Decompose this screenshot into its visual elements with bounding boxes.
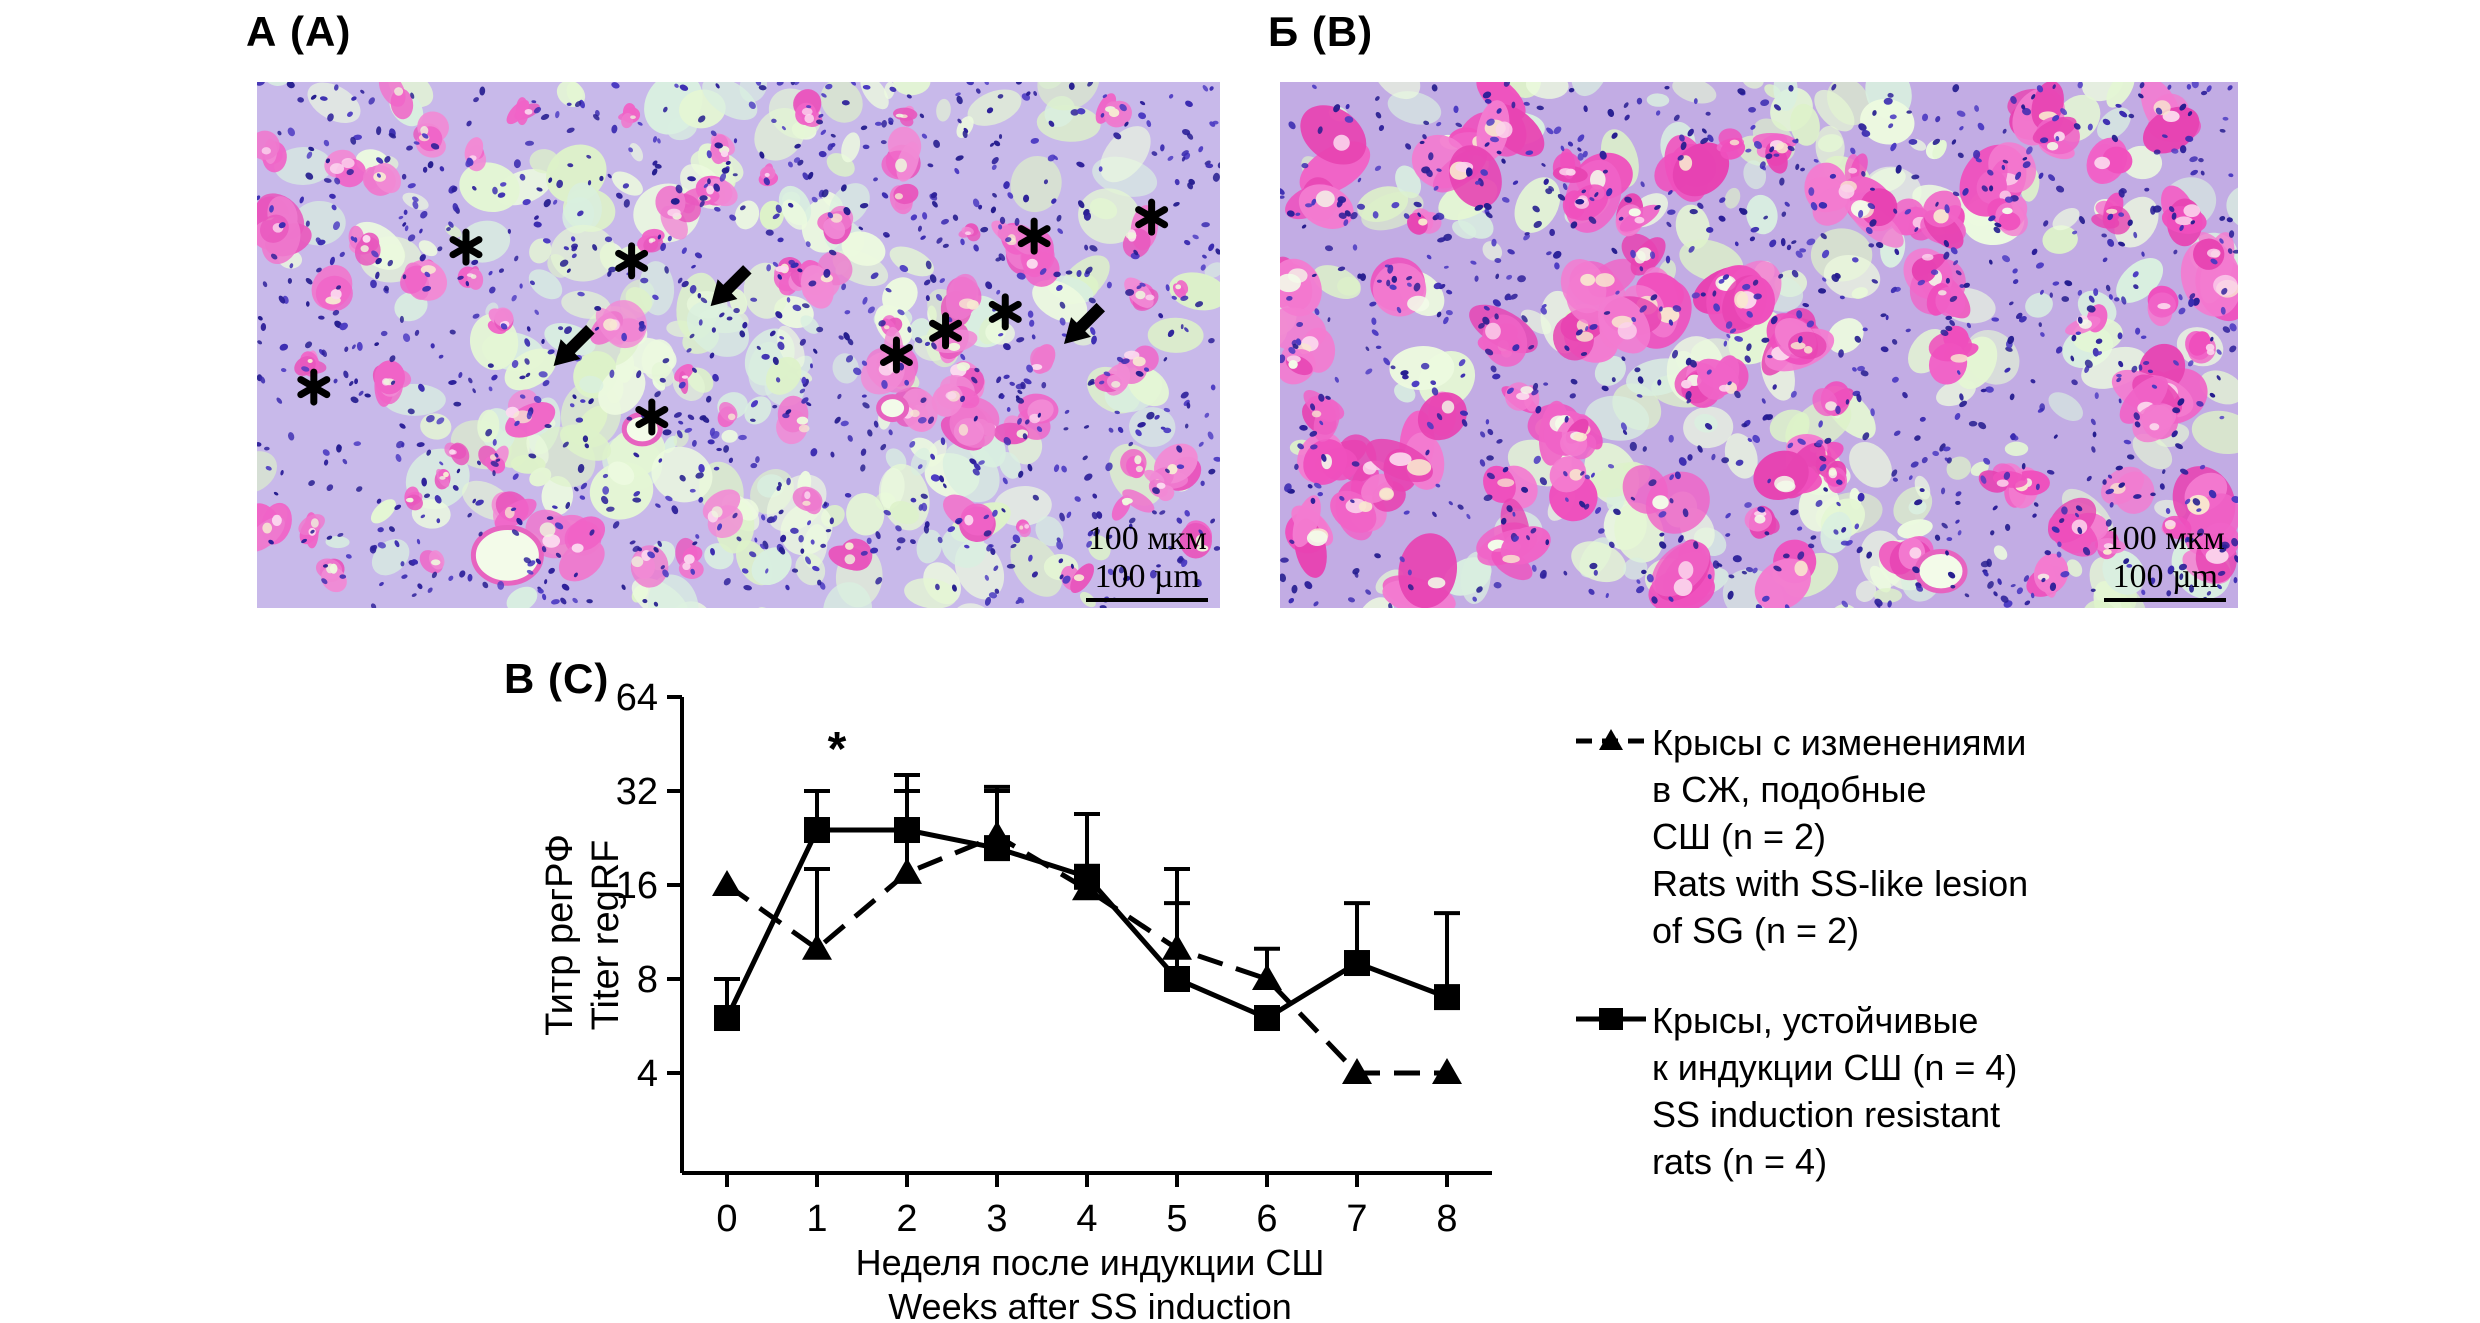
data-point-triangle — [1342, 1058, 1372, 1084]
acini-blobs — [1280, 82, 2238, 608]
lesion-asterisk — [879, 336, 913, 374]
y-tick-label: 32 — [616, 771, 658, 813]
data-point-triangle — [712, 870, 742, 896]
duct-lumen — [876, 394, 910, 423]
x-tick-label: 7 — [1346, 1198, 1367, 1240]
x-tick-label: 3 — [986, 1198, 1007, 1240]
data-point-square — [714, 1005, 740, 1032]
panel-c-label: В (C) — [504, 655, 610, 702]
data-point-square — [984, 835, 1010, 862]
x-tick-label: 1 — [806, 1198, 827, 1240]
infiltrate-arrow-icon — [553, 325, 595, 367]
histology-image-a — [257, 82, 1220, 608]
lesion-asterisk — [635, 398, 669, 436]
significance-asterisk: * — [828, 723, 847, 776]
data-point-square — [1434, 984, 1460, 1011]
chart-axes — [667, 695, 1492, 1187]
legend-entry-triangle-text: Крысы с изменениями в СЖ, подобные СШ (n… — [1652, 722, 2029, 951]
lesion-asterisk — [929, 312, 963, 350]
scalebar-text-ru: 100 мкм — [2105, 520, 2225, 557]
panel-a-micrograph: 100 мкм 100 µm — [257, 82, 1220, 608]
scalebar-text-en: 100 µm — [2104, 558, 2226, 602]
x-tick-label: 0 — [716, 1198, 737, 1240]
lesion-asterisk — [449, 228, 483, 266]
data-point-square — [1164, 966, 1190, 992]
histology-image-b — [1280, 82, 2238, 608]
panel-b-micrograph: 100 мкм 100 µm — [1280, 82, 2238, 608]
x-tick-label: 5 — [1166, 1198, 1187, 1240]
data-point-triangle — [1432, 1058, 1462, 1084]
infiltrate-arrow-icon — [710, 265, 752, 307]
data-point-triangle — [892, 857, 922, 884]
y-tick-label: 8 — [637, 959, 658, 1001]
legend-entry-square-text: Крысы, устойчивые к индукции СШ (n = 4) … — [1652, 1000, 2018, 1182]
scalebar-text-ru: 100 мкм — [1087, 520, 1207, 557]
data-point-square — [1254, 1005, 1280, 1032]
y-tick-label: 16 — [616, 865, 658, 907]
data-point-square — [894, 817, 920, 844]
scalebar-text-en: 100 µm — [1086, 558, 1208, 602]
x-tick-label: 2 — [896, 1198, 917, 1240]
nuclei-dots — [257, 82, 1220, 608]
data-point-triangle — [1252, 964, 1282, 990]
y-axis-label-ru: Титр регРФ — [540, 834, 581, 1036]
legend-marker-square-solid — [1576, 1008, 1646, 1030]
data-point-square — [804, 817, 830, 844]
legend-triangle-icon — [1599, 729, 1623, 750]
x-tick-label: 6 — [1256, 1198, 1277, 1240]
infiltrate-arrow-icon — [1063, 302, 1106, 344]
x-axis-label-ru: Неделя после индукции СШ — [855, 1242, 1325, 1283]
x-tick-label: 4 — [1076, 1198, 1097, 1240]
y-axis-label-en: Titer regRF — [585, 840, 627, 1031]
panel-b-label: Б (B) — [1268, 8, 1374, 55]
y-tick-label: 64 — [616, 677, 658, 719]
series-triangle-dashed — [712, 789, 1462, 1084]
legend-marker-triangle-dashed — [1576, 729, 1646, 750]
x-tick-label: 8 — [1436, 1198, 1457, 1240]
lesion-asterisk — [1017, 217, 1051, 255]
panel-a-annotations — [297, 198, 1169, 436]
data-point-square — [1344, 950, 1370, 977]
series-square-solid — [714, 773, 1460, 1032]
panel-a-scalebar: 100 мкм 100 µm — [1086, 520, 1208, 602]
titer-line-chart: 64 32 16 8 4 0 1 2 3 4 5 6 7 8 Титр регРФ Titer regRF * — [540, 677, 1492, 1240]
data-point-square — [1074, 863, 1100, 890]
lesion-asterisk — [988, 293, 1022, 331]
x-axis-label-en: Weeks after SS induction — [888, 1286, 1292, 1323]
lesion-asterisk — [297, 368, 331, 406]
y-tick-label: 4 — [637, 1053, 658, 1095]
legend-square-icon — [1599, 1008, 1623, 1030]
data-point-triangle — [802, 933, 832, 960]
nuclei-dots — [1280, 82, 2238, 608]
panel-a-label: А (А) — [246, 8, 352, 55]
lesion-asterisk — [1135, 198, 1169, 236]
duct-lumen — [470, 525, 544, 586]
duct-lumen — [1914, 549, 1968, 594]
lesion-asterisk — [615, 242, 649, 280]
panel-b-scalebar: 100 мкм 100 µm — [2104, 520, 2226, 602]
